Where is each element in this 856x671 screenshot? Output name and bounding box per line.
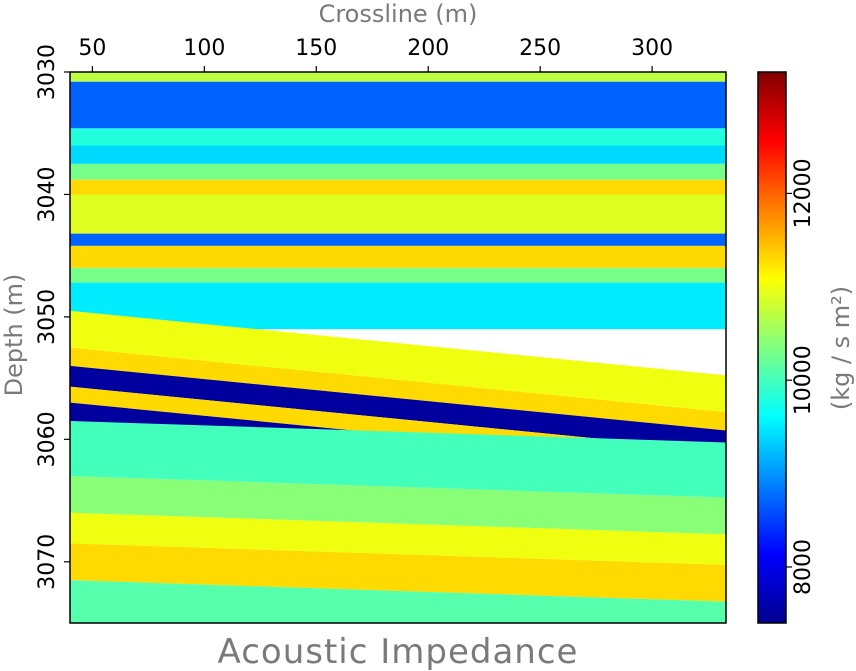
- impedance-layer: [70, 476, 726, 535]
- impedance-layer: [70, 420, 726, 498]
- impedance-layer: [70, 245, 726, 268]
- colorbar-ticks: 8000 10000 12000: [786, 158, 816, 595]
- x-tick-label: 250: [519, 36, 561, 61]
- colorbar-tick-label: 8000: [791, 539, 816, 595]
- y-axis-ticks: 3030 3040 3050 3060 3070: [35, 44, 70, 590]
- x-tick-label: 200: [407, 36, 449, 61]
- impedance-layer: [70, 267, 726, 283]
- impedance-layer: [70, 580, 726, 623]
- y-tick-label: 3050: [35, 289, 60, 345]
- x-axis-label: Crossline (m): [319, 0, 478, 28]
- chart-title: Acoustic Impedance: [218, 632, 579, 671]
- y-tick-label: 3030: [35, 44, 60, 100]
- y-tick-label: 3060: [35, 411, 60, 467]
- x-tick-label: 150: [295, 36, 337, 61]
- colorbar: [757, 71, 787, 624]
- impedance-layer: [70, 81, 726, 129]
- impedance-layer: [70, 145, 726, 164]
- x-axis-ticks: 50 100 150 200 250 300: [78, 36, 673, 72]
- impedance-layer: [70, 72, 726, 82]
- impedance-layer: [70, 512, 726, 565]
- x-tick-label: 100: [183, 36, 225, 61]
- impedance-layer: [70, 194, 726, 234]
- plot-frame: [69, 71, 727, 624]
- y-axis-label: Depth (m): [0, 274, 28, 397]
- impedance-layer: [70, 543, 726, 602]
- impedance-layer: [70, 282, 726, 330]
- impedance-layer: [70, 310, 726, 413]
- colorbar-tick-label: 10000: [791, 345, 816, 415]
- impedance-layer: [70, 128, 726, 146]
- y-tick-label: 3040: [35, 166, 60, 222]
- impedance-layer: [70, 365, 726, 452]
- impedance-layer: [70, 233, 726, 246]
- x-tick-label: 50: [78, 36, 106, 61]
- impedance-layer: [70, 163, 726, 180]
- impedance-layer: [70, 179, 726, 195]
- impedance-layer: [70, 347, 726, 431]
- y-tick-label: 3070: [35, 534, 60, 590]
- x-tick-label: 300: [631, 36, 673, 61]
- colorbar-label: (kg / s m²): [827, 286, 855, 410]
- impedance-heatmap: [70, 72, 726, 623]
- colorbar-tick-label: 12000: [791, 158, 816, 228]
